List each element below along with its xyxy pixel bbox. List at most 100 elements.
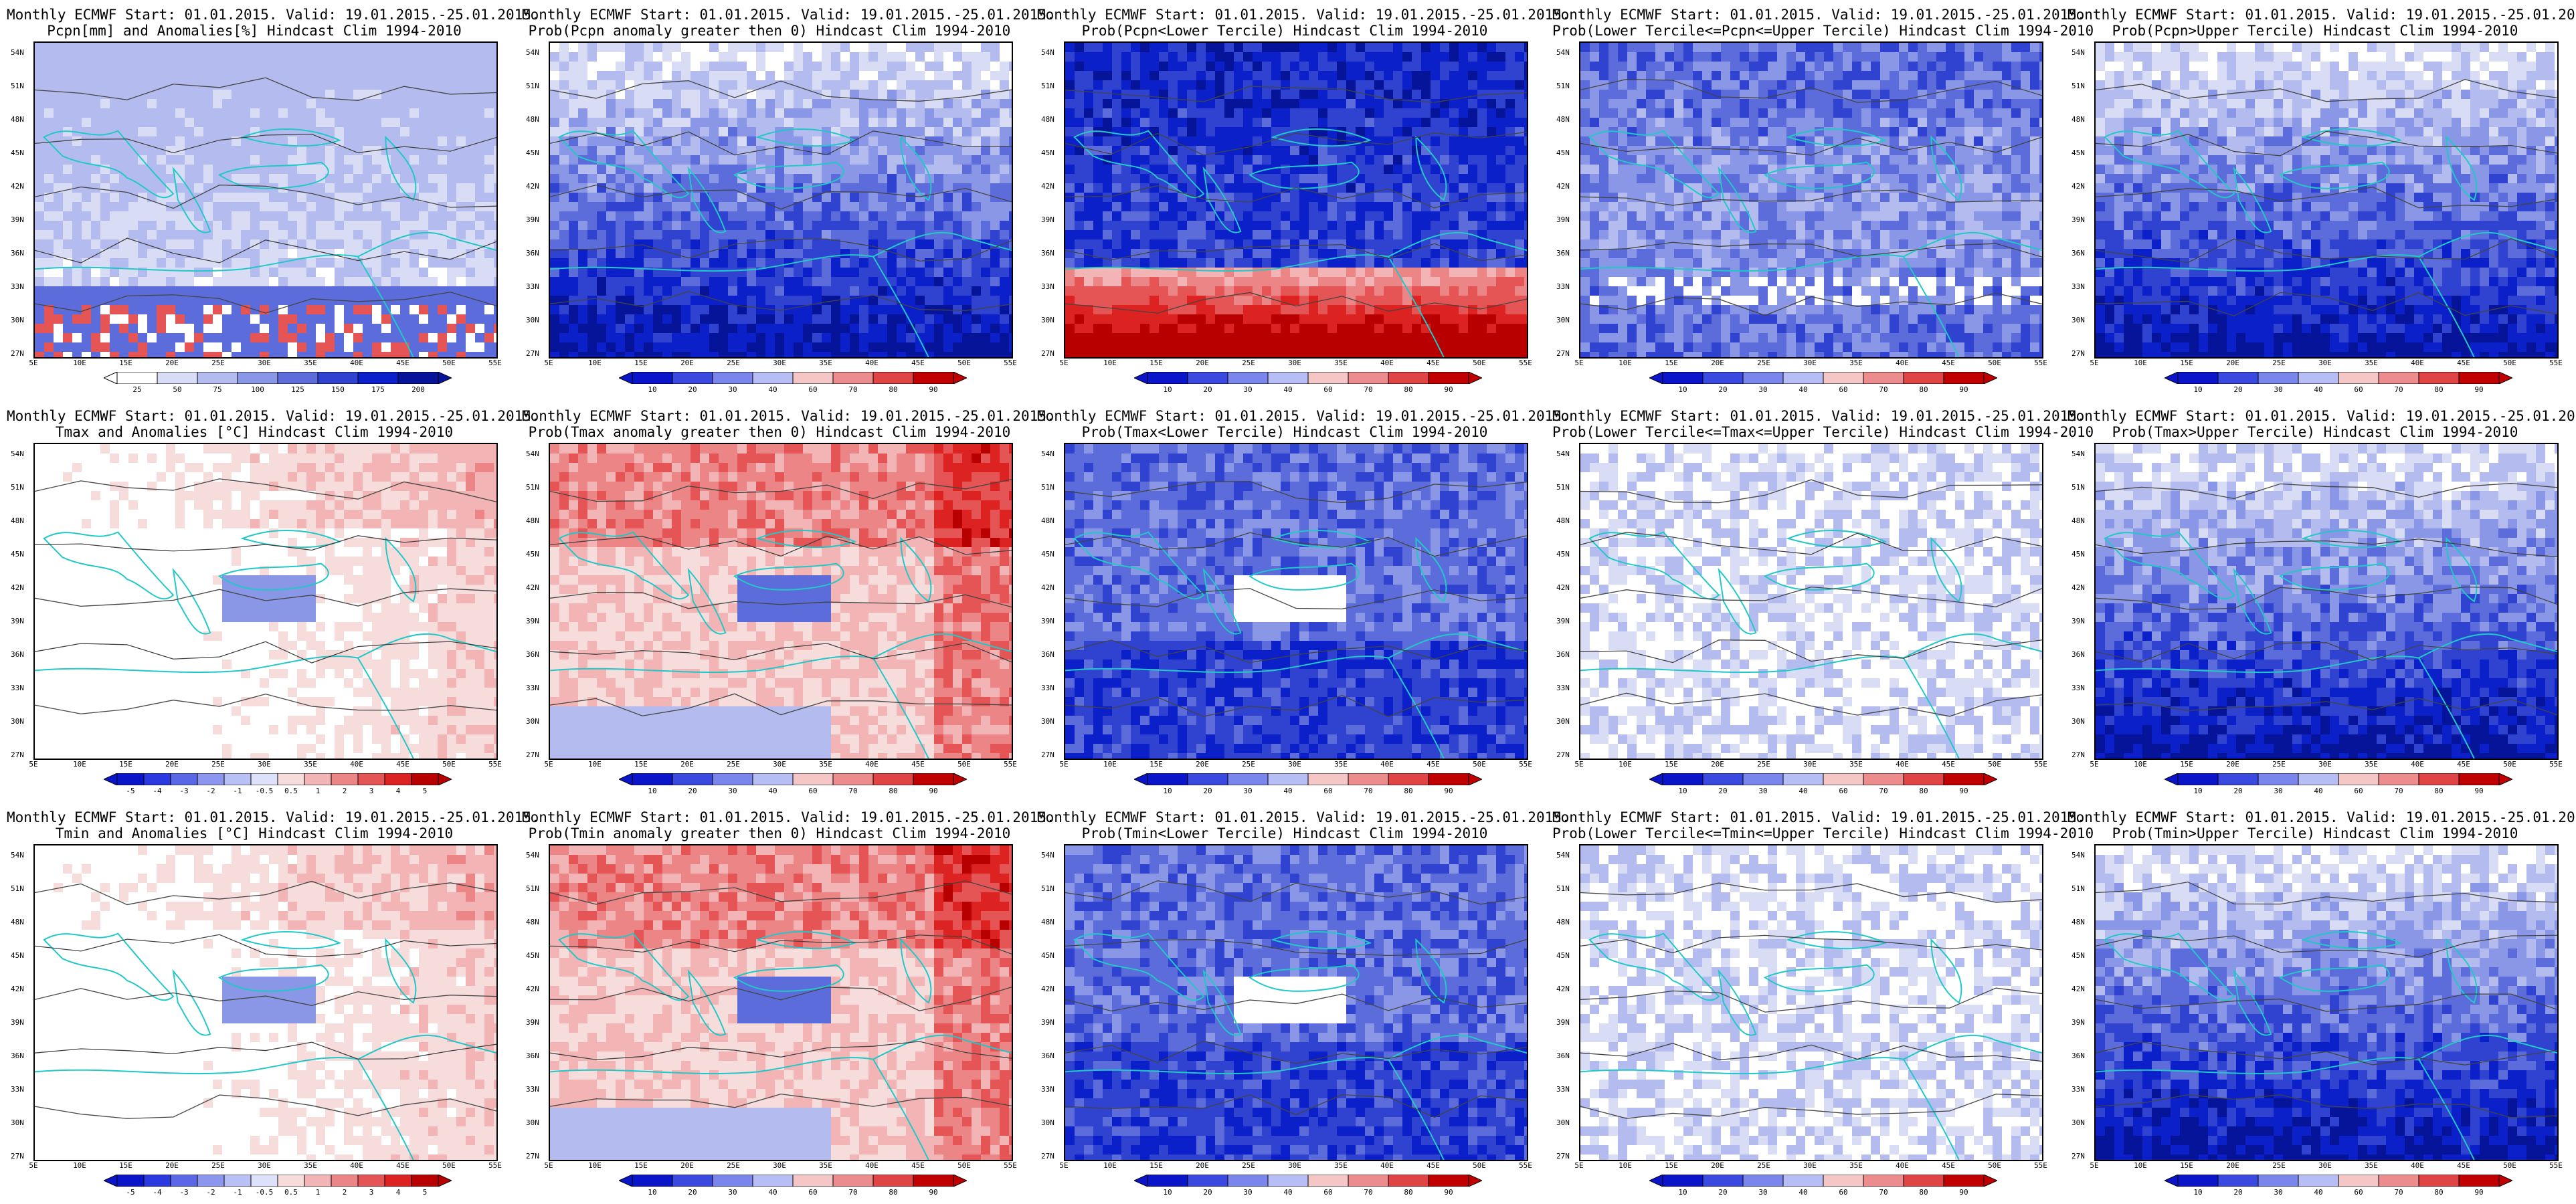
lat-label: 36N xyxy=(526,650,539,659)
colorbar xyxy=(619,1175,967,1187)
colorbar-label: 10 xyxy=(648,787,656,795)
lat-label: 42N xyxy=(1041,583,1054,592)
lat-label: 36N xyxy=(1556,650,1570,659)
lat-label: 51N xyxy=(1041,884,1054,893)
lon-label: 50E xyxy=(1988,760,2001,769)
map-field xyxy=(1065,845,1527,1160)
lon-label: 50E xyxy=(2503,359,2516,367)
colorbar-label: 10 xyxy=(2193,787,2202,795)
panel-title-line2: Prob(Lower Tercile<=Tmin<=Upper Tercile)… xyxy=(1552,825,2094,841)
colorbar-label: 30 xyxy=(2274,787,2282,795)
lat-label: 27N xyxy=(2072,750,2085,759)
colorbar-label: 30 xyxy=(1243,787,1252,795)
lon-label: 55E xyxy=(2034,760,2047,769)
colorbar-label: 80 xyxy=(889,787,897,795)
colorbar xyxy=(1649,372,1997,384)
lon-label: 30E xyxy=(1288,760,1301,769)
lon-label: 55E xyxy=(488,760,502,769)
colorbar-label: -0.5 xyxy=(256,1188,274,1197)
lon-label: 5E xyxy=(1574,1161,1583,1170)
colorbar-label: 30 xyxy=(1758,787,1767,795)
lon-label: 25E xyxy=(211,760,225,769)
lon-label: 40E xyxy=(865,760,879,769)
map-field xyxy=(35,845,496,1160)
lat-label: 45N xyxy=(1556,148,1570,157)
lat-label: 45N xyxy=(11,148,24,157)
colorbar xyxy=(2165,773,2512,785)
lon-label: 45E xyxy=(911,1161,925,1170)
lon-label: 40E xyxy=(350,760,363,769)
lon-label: 50E xyxy=(1473,1161,1486,1170)
lat-label: 27N xyxy=(11,1152,24,1161)
panel-title-line1: Monthly ECMWF Start: 01.01.2015. Valid: … xyxy=(7,809,540,825)
colorbar xyxy=(1134,1175,1482,1187)
lat-label: 27N xyxy=(1041,1152,1054,1161)
lat-label: 36N xyxy=(1556,249,1570,258)
map-field xyxy=(1065,444,1527,759)
lat-label: 51N xyxy=(1556,483,1570,492)
lat-label: 30N xyxy=(526,717,539,726)
lon-label: 30E xyxy=(258,359,271,367)
lat-label: 33N xyxy=(2072,684,2085,692)
lon-label: 15E xyxy=(1149,760,1163,769)
lon-label: 25E xyxy=(1757,1161,1770,1170)
colorbar xyxy=(1134,773,1482,785)
map-area xyxy=(1064,844,1528,1161)
lat-label: 45N xyxy=(1556,951,1570,960)
lon-label: 25E xyxy=(1242,1161,1255,1170)
lon-label: 25E xyxy=(727,1161,740,1170)
lon-label: 10E xyxy=(1619,359,1632,367)
colorbar-label: 60 xyxy=(2354,787,2363,795)
map-field xyxy=(2096,43,2557,357)
colorbar-label: -4 xyxy=(153,787,161,795)
lon-label: 5E xyxy=(2090,1161,2098,1170)
lon-label: 45E xyxy=(2457,1161,2470,1170)
lat-label: 39N xyxy=(1556,215,1570,224)
lat-label: 39N xyxy=(2072,617,2085,625)
lat-label: 30N xyxy=(2072,717,2085,726)
lat-label: 51N xyxy=(1556,82,1570,90)
lat-label: 45N xyxy=(1556,550,1570,559)
colorbar-label: -1 xyxy=(233,787,242,795)
colorbar-label: 5 xyxy=(423,787,428,795)
panel-title-line1: Monthly ECMWF Start: 01.01.2015. Valid: … xyxy=(2067,7,2576,23)
lon-label: 35E xyxy=(1334,359,1348,367)
colorbar-label: 40 xyxy=(2314,385,2322,394)
lon-label: 25E xyxy=(727,359,740,367)
lat-label: 42N xyxy=(11,182,24,191)
lon-label: 55E xyxy=(488,1161,502,1170)
lat-label: 42N xyxy=(1556,583,1570,592)
colorbar-label: 100 xyxy=(251,385,264,394)
colorbar-label: 40 xyxy=(2314,787,2322,795)
lat-label: 54N xyxy=(1556,851,1570,860)
lon-label: 35E xyxy=(1849,359,1863,367)
lon-label: 55E xyxy=(2549,359,2563,367)
lon-label: 5E xyxy=(29,1161,37,1170)
lon-label: 15E xyxy=(2180,1161,2193,1170)
colorbar-label: 10 xyxy=(2193,1188,2202,1197)
colorbar-label: 10 xyxy=(648,385,656,394)
colorbar-label: 150 xyxy=(331,385,345,394)
lon-label: 40E xyxy=(350,359,363,367)
lon-label: 30E xyxy=(1288,1161,1301,1170)
lon-label: 45E xyxy=(1427,1161,1440,1170)
panel-title-line1: Monthly ECMWF Start: 01.01.2015. Valid: … xyxy=(1037,7,1570,23)
colorbar-label: 3 xyxy=(369,787,374,795)
lon-label: 30E xyxy=(773,359,786,367)
lon-label: 45E xyxy=(911,760,925,769)
lat-label: 27N xyxy=(526,750,539,759)
colorbar-label: 10 xyxy=(1163,1188,1172,1197)
colorbar-label: 50 xyxy=(173,385,181,394)
lon-label: 55E xyxy=(1004,359,1017,367)
lon-label: 35E xyxy=(1849,1161,1863,1170)
lat-label: 42N xyxy=(2072,182,2085,191)
lat-label: 36N xyxy=(1556,1051,1570,1060)
lat-label: 27N xyxy=(11,349,24,358)
lat-label: 54N xyxy=(526,851,539,860)
lon-label: 20E xyxy=(165,359,179,367)
panel-title-line2: Prob(Tmax<Lower Tercile) Hindcast Clim 1… xyxy=(1037,424,1532,440)
lon-label: 35E xyxy=(1849,760,1863,769)
colorbar-label: -3 xyxy=(179,787,188,795)
lat-label: 45N xyxy=(11,951,24,960)
colorbar-label: 4 xyxy=(396,787,401,795)
